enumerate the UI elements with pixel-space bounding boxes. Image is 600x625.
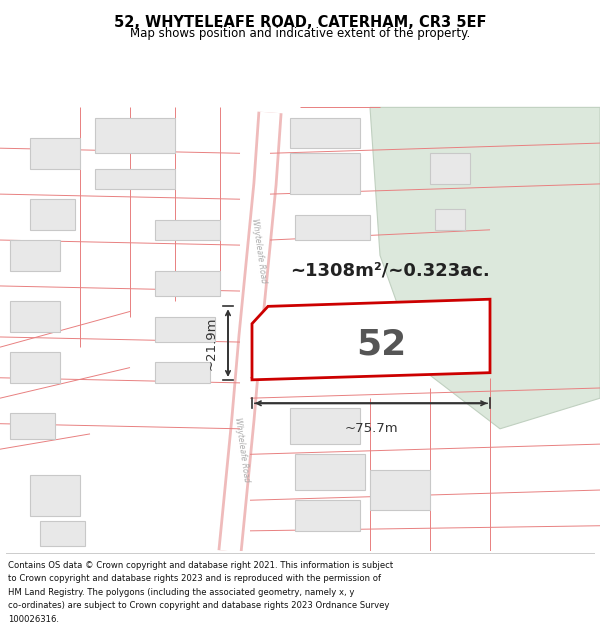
Polygon shape xyxy=(10,301,60,332)
Text: HM Land Registry. The polygons (including the associated geometry, namely x, y: HM Land Registry. The polygons (includin… xyxy=(8,588,355,597)
Text: Contains OS data © Crown copyright and database right 2021. This information is : Contains OS data © Crown copyright and d… xyxy=(8,561,394,570)
Polygon shape xyxy=(30,199,75,230)
Polygon shape xyxy=(10,414,55,439)
Text: ~21.9m: ~21.9m xyxy=(205,316,218,370)
Polygon shape xyxy=(95,169,175,189)
Polygon shape xyxy=(430,153,470,184)
Polygon shape xyxy=(30,475,80,516)
Text: Whyteleafe Road: Whyteleafe Road xyxy=(233,416,251,482)
Polygon shape xyxy=(295,500,360,531)
Polygon shape xyxy=(290,408,360,444)
Polygon shape xyxy=(155,316,215,342)
Polygon shape xyxy=(40,521,85,546)
Polygon shape xyxy=(252,299,490,380)
Polygon shape xyxy=(95,118,175,153)
Text: 100026316.: 100026316. xyxy=(8,614,59,624)
Polygon shape xyxy=(295,454,365,490)
Polygon shape xyxy=(370,107,600,429)
Polygon shape xyxy=(155,219,220,240)
Text: Whyteleafe Road: Whyteleafe Road xyxy=(250,217,268,283)
Text: ~75.7m: ~75.7m xyxy=(344,422,398,434)
Text: Map shows position and indicative extent of the property.: Map shows position and indicative extent… xyxy=(130,27,470,40)
Polygon shape xyxy=(10,240,60,271)
Polygon shape xyxy=(155,362,210,383)
Polygon shape xyxy=(155,271,220,296)
Polygon shape xyxy=(295,214,370,240)
Text: to Crown copyright and database rights 2023 and is reproduced with the permissio: to Crown copyright and database rights 2… xyxy=(8,574,382,583)
Polygon shape xyxy=(30,138,80,169)
Polygon shape xyxy=(370,469,430,511)
Polygon shape xyxy=(290,118,360,148)
Polygon shape xyxy=(10,352,60,383)
Polygon shape xyxy=(435,209,465,230)
Text: 52: 52 xyxy=(356,328,406,362)
Polygon shape xyxy=(290,153,360,194)
Text: ~1308m²/~0.323ac.: ~1308m²/~0.323ac. xyxy=(290,262,490,279)
Text: co-ordinates) are subject to Crown copyright and database rights 2023 Ordnance S: co-ordinates) are subject to Crown copyr… xyxy=(8,601,390,610)
Text: 52, WHYTELEAFE ROAD, CATERHAM, CR3 5EF: 52, WHYTELEAFE ROAD, CATERHAM, CR3 5EF xyxy=(114,16,486,31)
